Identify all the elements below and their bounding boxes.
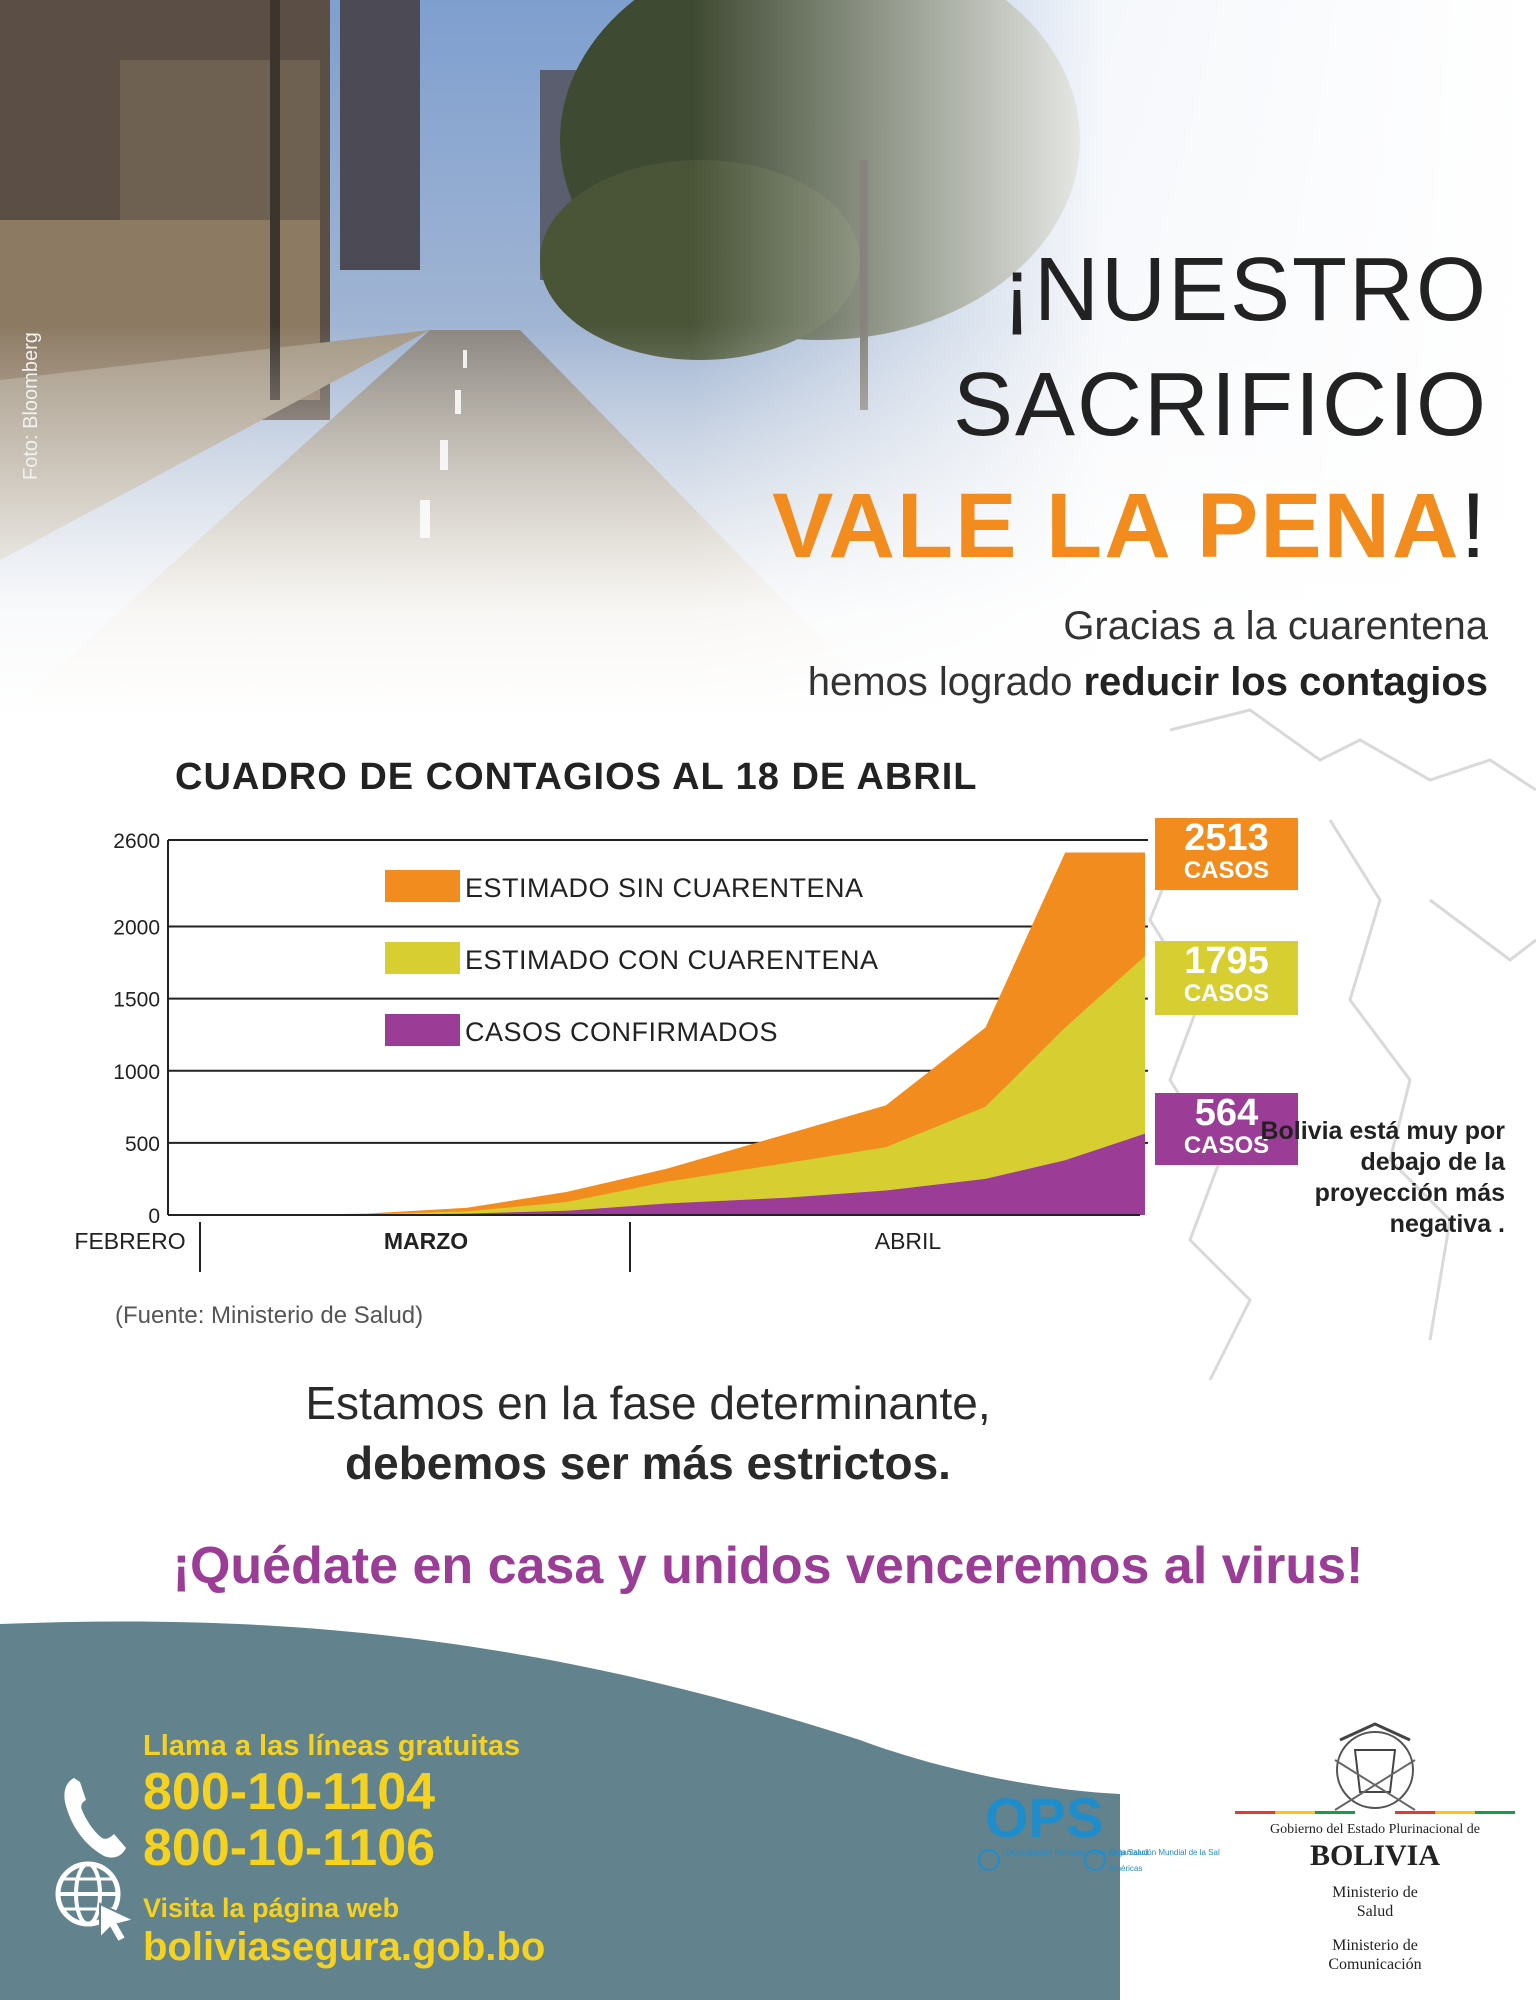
paho-emblem-icon	[978, 1849, 1000, 1871]
headline-highlight: VALE LA PENA	[771, 475, 1461, 577]
series-area	[168, 852, 1145, 1215]
headline-line-2: SACRIFICIO	[952, 355, 1488, 455]
bolivia-map-outline	[1148, 708, 1536, 1381]
bolivia-coat-of-arms-icon	[1334, 1722, 1416, 1811]
legend-swatch	[385, 942, 460, 974]
footer-panel	[0, 1621, 1120, 2000]
phone-number-2[interactable]: 800-10-1106	[143, 1819, 436, 1877]
legend-swatch	[385, 1014, 460, 1046]
chart-areas	[168, 852, 1145, 1215]
callout-value: 1795	[1184, 940, 1269, 982]
subheadline-2-plain: hemos logrado	[807, 660, 1084, 704]
phone-icon	[64, 1778, 126, 1858]
ministry-salud-2: Salud	[1357, 1903, 1393, 1920]
ministry-comunicacion-1: Ministerio de	[1332, 1937, 1418, 1954]
ops-logo-text: OPS	[985, 1786, 1103, 1849]
gov-line: Gobierno del Estado Plurinacional de	[1270, 1822, 1480, 1837]
who-emblem-icon	[1084, 1849, 1106, 1871]
y-tick-label: 1500	[113, 989, 160, 1012]
subheadline-1: Gracias a la cuarentena	[1063, 604, 1488, 648]
callout-value: 2513	[1184, 817, 1269, 859]
callout-unit: CASOS	[1183, 857, 1270, 884]
y-tick-label: 0	[148, 1205, 160, 1228]
x-tick-label: FEBRERO	[74, 1228, 185, 1254]
y-tick-label: 2000	[113, 917, 160, 940]
callout-value: 564	[1194, 1092, 1259, 1134]
callout-confirmados: 564 CASOS	[1155, 1093, 1298, 1165]
chart-title: CUADRO DE CONTAGIOS AL 18 DE ABRIL	[175, 756, 978, 798]
callout-unit: CASOS	[1183, 980, 1270, 1007]
headline-exclamation: !	[1460, 475, 1488, 577]
x-tick-label: ABRIL	[875, 1228, 942, 1254]
headline-line-3: VALE LA PENA!	[772, 480, 1488, 572]
message-line-2: debemos ser más estrictos.	[345, 1437, 951, 1489]
ops-org2-sub: Américas	[1109, 1864, 1142, 1873]
photo-credit: Foto: Bloomberg	[20, 332, 42, 480]
ops-org1: Organización Panamericana de la Salud	[1005, 1848, 1148, 1857]
chart-axes	[167, 840, 1140, 1272]
website-link[interactable]: boliviasegura.gob.bo	[143, 1925, 546, 1969]
callout-con-cuarentena: 1795 CASOS	[1155, 941, 1298, 1015]
legend-swatch	[385, 870, 460, 902]
legend-label: ESTIMADO SIN CUARENTENA	[465, 873, 864, 903]
message-line-1: Estamos en la fase determinante,	[305, 1377, 991, 1429]
projection-note: Bolivia está muy por debajo de la proyec…	[1260, 1117, 1505, 1238]
y-tick-label: 1000	[113, 1061, 160, 1084]
chart-legend: ESTIMADO SIN CUARENTENA ESTIMADO CON CUAR…	[385, 870, 879, 1047]
subheadline-2: hemos logrado reducir los contagios	[808, 660, 1488, 705]
y-tick-label: 2600	[113, 830, 160, 853]
headline-line-1: ¡NUESTRO	[1002, 240, 1488, 340]
legend-label: CASOS CONFIRMADOS	[465, 1017, 778, 1047]
subheadline-2-bold: reducir los contagios	[1083, 660, 1488, 704]
series-area	[168, 1133, 1145, 1215]
chart-source: (Fuente: Ministerio de Salud)	[115, 1302, 424, 1329]
bolivia-government-block: Gobierno del Estado Plurinacional de BOL…	[1235, 1722, 1515, 1973]
ops-logo: OPS Organización Panamericana de la Salu…	[978, 1786, 1220, 1873]
ministry-comunicacion-2: Comunicación	[1328, 1956, 1421, 1973]
y-tick-label: 500	[125, 1133, 160, 1156]
legend-label: ESTIMADO CON CUARENTENA	[465, 945, 879, 975]
series-area	[168, 956, 1145, 1215]
gov-country: BOLIVIA	[1310, 1839, 1440, 1872]
slogan: ¡Quédate en casa y unidos venceremos al …	[172, 1537, 1364, 1595]
footer-panel-shape	[0, 1621, 1120, 2000]
phone-number-1[interactable]: 800-10-1104	[143, 1763, 436, 1821]
callout-sin-cuarentena: 2513 CASOS	[1155, 818, 1298, 890]
x-tick-label: MARZO	[384, 1228, 468, 1254]
callout-unit: CASOS	[1183, 1132, 1270, 1159]
web-label: Visita la página web	[143, 1893, 400, 1923]
photo-fade-overlay	[0, 0, 1536, 720]
globe-cursor-icon	[55, 1861, 136, 1942]
hotline-label: Llama a las líneas gratuitas	[143, 1730, 521, 1762]
ministry-salud-1: Ministerio de	[1332, 1884, 1418, 1901]
ops-org2: Organización Mundial de la Salud	[1109, 1848, 1220, 1857]
